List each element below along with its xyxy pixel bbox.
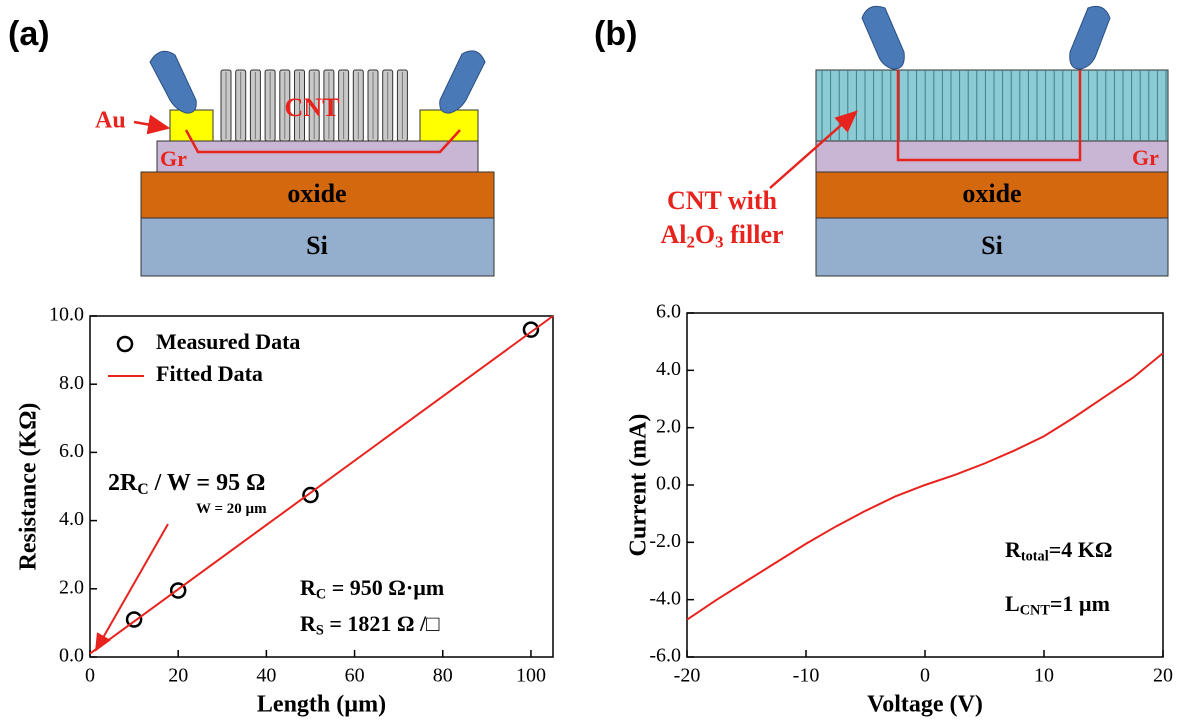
x-tick-label: -10 bbox=[793, 665, 820, 687]
label-si: Si bbox=[981, 231, 1003, 260]
y-tick-label: -4.0 bbox=[649, 587, 681, 609]
text-segment: W = 20 µm bbox=[196, 501, 267, 517]
text-segment: S bbox=[316, 623, 324, 639]
y-tick-label: 2.0 bbox=[59, 576, 84, 598]
text-segment: C bbox=[137, 481, 148, 498]
y-axis-label: Current (mA) bbox=[626, 414, 652, 557]
text-segment: =4 KΩ bbox=[1049, 537, 1113, 562]
label-filler: Al2O3 filler bbox=[660, 220, 783, 251]
y-tick-label: 6.0 bbox=[656, 301, 681, 323]
x-tick-label: -20 bbox=[674, 665, 701, 687]
label-gr: Gr bbox=[1132, 145, 1159, 170]
text-segment: CNT bbox=[1020, 603, 1051, 619]
legend-label: Measured Data bbox=[156, 329, 300, 354]
text-segment: 3 bbox=[715, 232, 723, 251]
probe bbox=[1070, 6, 1110, 69]
y-tick-label: 10.0 bbox=[49, 304, 84, 326]
legend-marker bbox=[118, 337, 132, 351]
annotation: W = 20 µm bbox=[196, 501, 267, 517]
text-segment: 2R bbox=[108, 470, 138, 496]
label-au: Au bbox=[95, 108, 126, 134]
x-tick-label: 0 bbox=[920, 665, 930, 687]
label-cnt: CNT with bbox=[667, 186, 778, 215]
text-segment: R bbox=[1005, 537, 1022, 562]
figure: (a) (b) Au CNT Gr oxide Si CNT with Al2O… bbox=[0, 0, 1185, 724]
y-tick-label: 6.0 bbox=[59, 440, 84, 462]
cnt-array bbox=[822, 70, 1166, 141]
legend-label: Fitted Data bbox=[156, 361, 263, 386]
label-oxide: oxide bbox=[287, 179, 346, 208]
probe bbox=[440, 51, 485, 113]
graphene-layer bbox=[157, 141, 478, 172]
text-segment: =1 µm bbox=[1050, 591, 1110, 616]
x-axis-label: Length (µm) bbox=[257, 692, 386, 718]
probe bbox=[862, 6, 904, 69]
x-tick-label: 40 bbox=[256, 665, 276, 687]
au-pad bbox=[170, 110, 213, 141]
annotation: RS = 1821 Ω /□ bbox=[300, 611, 439, 639]
y-tick-label: -2.0 bbox=[649, 530, 681, 552]
x-tick-label: 10 bbox=[1034, 665, 1054, 687]
y-tick-label: 4.0 bbox=[59, 508, 84, 530]
schematic-b: CNT with Al2O3 filler Gr oxide Si bbox=[660, 6, 1168, 276]
text-segment: / W = 95 Ω bbox=[149, 470, 266, 496]
x-tick-label: 100 bbox=[516, 665, 546, 687]
label-oxide: oxide bbox=[962, 179, 1021, 208]
x-tick-label: 20 bbox=[168, 665, 188, 687]
text-segment: Al bbox=[660, 220, 686, 249]
text-segment: L bbox=[1005, 591, 1020, 616]
panel-label: (a) bbox=[8, 15, 50, 53]
text-segment: C bbox=[316, 587, 326, 603]
au-pad bbox=[420, 110, 478, 141]
x-tick-label: 20 bbox=[1153, 665, 1173, 687]
y-tick-label: 2.0 bbox=[656, 415, 681, 437]
cnt-filler bbox=[816, 70, 1168, 141]
y-tick-label: 0.0 bbox=[656, 473, 681, 495]
text-segment: = 1821 Ω /□ bbox=[324, 611, 440, 636]
label-si: Si bbox=[306, 231, 328, 260]
x-tick-label: 0 bbox=[85, 665, 95, 687]
probe bbox=[150, 51, 196, 113]
text-segment: R bbox=[300, 575, 317, 600]
text-segment: = 950 Ω·µm bbox=[326, 575, 444, 600]
y-tick-label: -6.0 bbox=[649, 645, 681, 667]
annotation: LCNT=1 µm bbox=[1005, 591, 1110, 619]
text-segment: O bbox=[695, 220, 715, 249]
label-gr: Gr bbox=[160, 146, 187, 171]
label-cnt: CNT bbox=[285, 93, 340, 122]
y-tick-label: 8.0 bbox=[59, 372, 84, 394]
annotation: Rtotal=4 KΩ bbox=[1005, 537, 1112, 565]
data-line bbox=[687, 353, 1163, 620]
graphene-layer bbox=[816, 141, 1168, 172]
annotation: 2RC / W = 95 Ω bbox=[108, 470, 265, 498]
text-segment: R bbox=[300, 611, 317, 636]
y-axis-label: Resistance (KΩ) bbox=[16, 403, 42, 571]
x-tick-label: 80 bbox=[433, 665, 453, 687]
arrow bbox=[134, 122, 168, 128]
annotation: RC = 950 Ω·µm bbox=[300, 575, 444, 603]
panel-label: (b) bbox=[594, 15, 637, 53]
text-segment: total bbox=[1021, 549, 1049, 565]
y-tick-label: 0.0 bbox=[59, 645, 84, 667]
y-tick-label: 4.0 bbox=[656, 358, 681, 380]
x-tick-label: 60 bbox=[345, 665, 365, 687]
schematic-a: Au CNT Gr oxide Si bbox=[95, 51, 494, 276]
text-segment: filler bbox=[724, 220, 784, 249]
text-segment: 2 bbox=[686, 232, 694, 251]
x-axis-label: Voltage (V) bbox=[867, 692, 983, 718]
arrow bbox=[96, 524, 168, 650]
